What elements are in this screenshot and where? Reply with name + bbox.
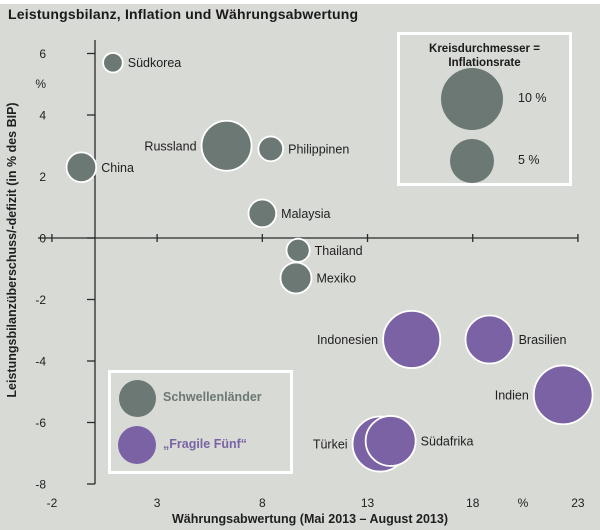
bubble-indien (532, 364, 594, 426)
size-legend-title-line1: Kreisdurchmesser = (429, 43, 540, 55)
size-legend-circle-10pct (441, 68, 503, 130)
x-tick-label: 23 (571, 496, 585, 510)
bubble-label-indien: Indien (495, 388, 529, 402)
x-tick-label: 13 (361, 496, 375, 510)
x-tick-label: 8 (259, 496, 266, 510)
y-tick-label: 0 (39, 232, 46, 246)
bubble-label-philippinen: Philippinen (288, 142, 349, 156)
y-axis-title: Leistungsbilanzüberschuss/-defizit (in %… (5, 102, 19, 397)
bubble-label-china: China (101, 161, 134, 175)
bubble-china (65, 151, 98, 184)
bubble-sudkorea (102, 52, 124, 74)
bubble-label-sudkorea: Südkorea (128, 56, 182, 70)
series-legend: Schwellenländer „Fragile Fünf“ (108, 370, 293, 474)
y-tick-label: -6 (35, 416, 46, 430)
bubble-thailand (285, 237, 311, 263)
y-tick-label: -8 (35, 478, 46, 492)
y-tick-label: 6 (39, 47, 46, 61)
bubble-russland (200, 119, 253, 172)
bubble-mexiko (279, 261, 313, 295)
bubble-label-brasilien: Brasilien (519, 333, 567, 347)
size-legend-title-line2: Inflationsrate (448, 57, 521, 69)
y-tick-label: 2 (39, 170, 46, 184)
y-tick-label: 4 (39, 109, 46, 123)
bubble-label-thailand: Thailand (315, 244, 363, 258)
series-legend-swatch-fragile-fuenf (118, 426, 156, 464)
bubble-label-turkei: Türkei (313, 438, 348, 452)
x-tick-label: 3 (154, 496, 161, 510)
series-legend-label-fragile-fuenf: „Fragile Fünf“ (163, 437, 248, 451)
bubble-label-malaysia: Malaysia (281, 207, 330, 221)
size-legend-label-10pct: 10 % (518, 91, 547, 105)
series-legend-swatch-schwellenlaender (118, 379, 156, 417)
x-tick-label: 18 (466, 496, 480, 510)
x-tick-label: -2 (47, 496, 58, 510)
bubble-label-sudafrika: Südafrika (421, 434, 474, 448)
chart-title: Leistungsbilanz, Inflation und Währungsa… (8, 6, 359, 22)
x-axis-title: Währungsabwertung (Mai 2013 – August 201… (172, 512, 448, 526)
size-legend-title: Kreisdurchmesser = Inflationsrate (400, 42, 569, 70)
bubble-philippinen (257, 135, 285, 163)
bubble-sudafrika (364, 415, 417, 467)
series-legend-label-schwellenlaender: Schwellenländer (163, 390, 262, 404)
y-tick-label: -2 (35, 293, 46, 307)
size-legend: Kreisdurchmesser = Inflationsrate 10 % 5… (397, 32, 572, 186)
y-tick-label: -4 (35, 355, 46, 369)
size-legend-circle-5pct (450, 139, 494, 183)
x-axis-unit: % (518, 496, 529, 510)
bubble-label-mexiko: Mexiko (316, 271, 356, 285)
page-top-edge (0, 0, 600, 4)
bubble-brasilien (464, 314, 515, 365)
y-axis-unit: % (35, 77, 46, 91)
size-legend-label-5pct: 5 % (518, 153, 540, 167)
bubble-label-russland: Russland (144, 139, 196, 153)
bubble-malaysia (247, 198, 278, 229)
bubble-label-indonesien: Indonesien (317, 333, 378, 347)
bubble-indonesien (382, 309, 442, 369)
